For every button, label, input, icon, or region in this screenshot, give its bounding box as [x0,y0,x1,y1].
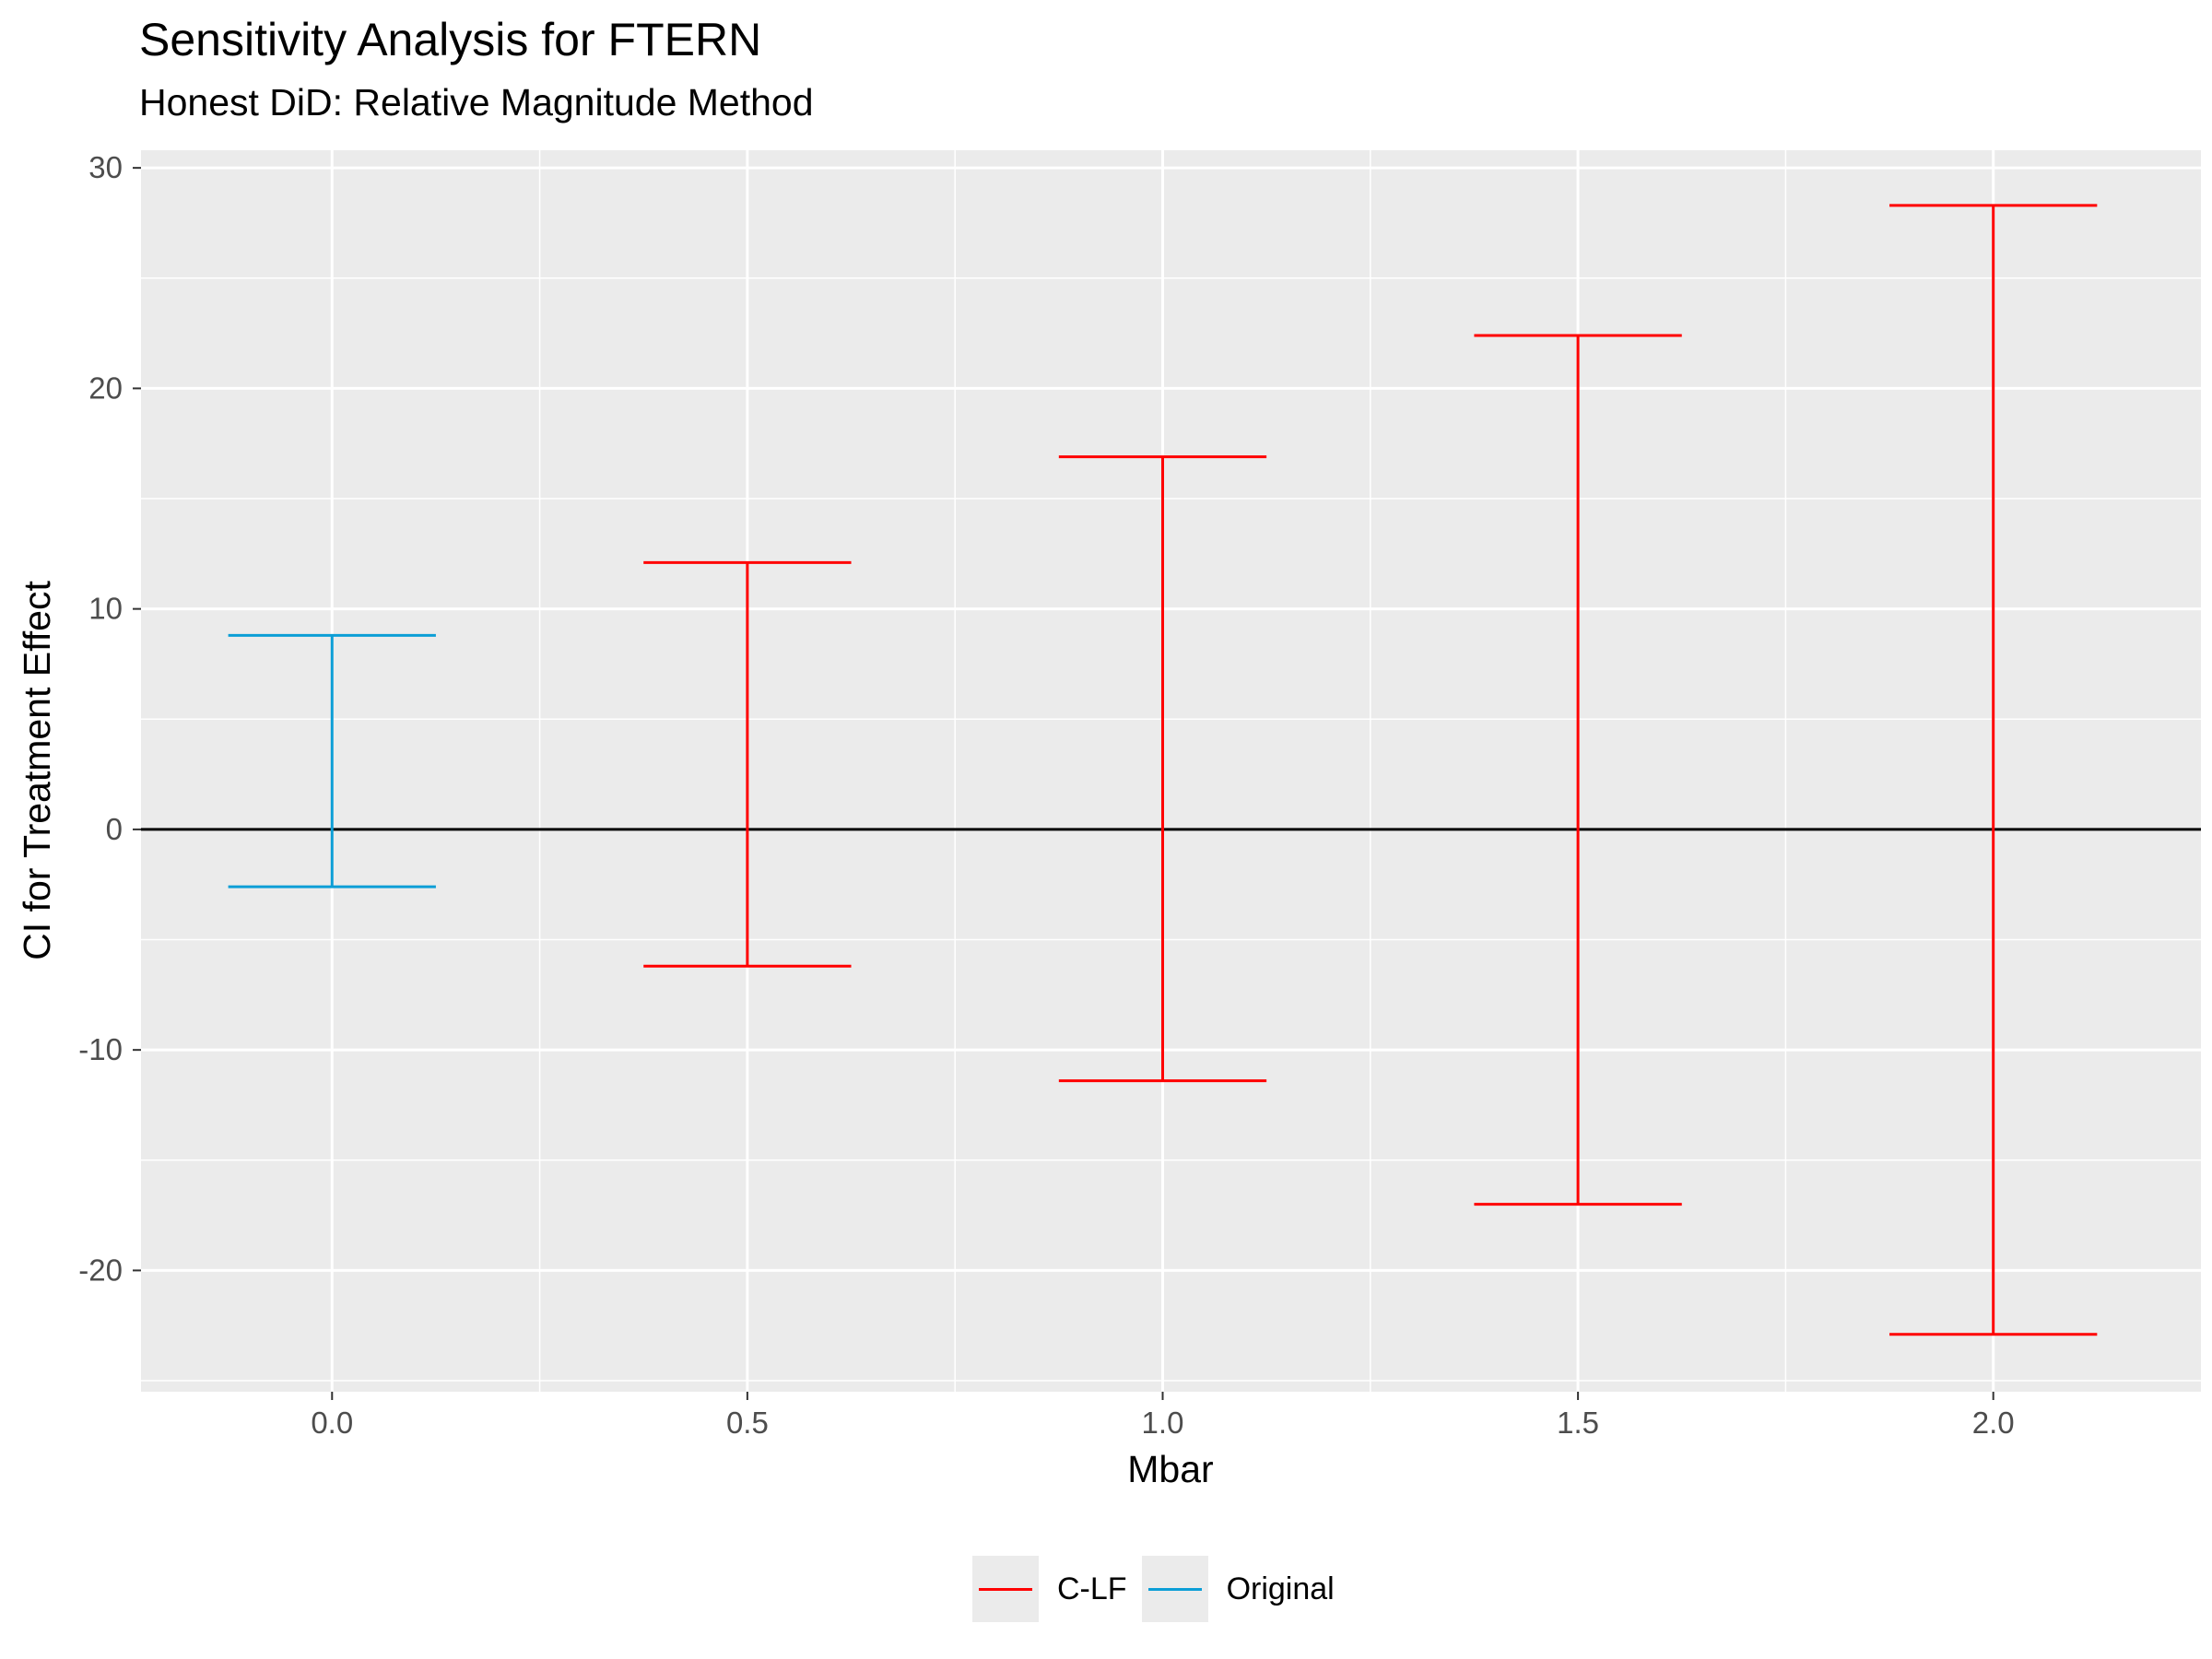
y-tick-label: 0 [106,812,123,846]
legend-swatch-original [1147,1588,1202,1591]
x-tick-label: 1.0 [1142,1406,1184,1440]
legend-label-clf: C-LF [1057,1571,1127,1606]
errorbar-c-lf [1474,334,1682,1206]
error-bars [228,204,2098,1336]
legend-item-original: Original [1141,1556,1335,1622]
legend-key-clf [972,1556,1039,1622]
legend-item-clf: C-LF [972,1556,1127,1622]
errorbar-c-lf [1889,204,2098,1336]
minor-gridlines [141,150,2201,1392]
y-tick-label: -10 [78,1032,123,1066]
y-axis-label: CI for Treatment Effect [16,581,58,960]
chart-subtitle: Honest DiD: Relative Magnitude Method [139,81,814,124]
x-tick-label: 0.5 [726,1406,769,1440]
y-tick-label: 30 [88,150,123,184]
legend-swatch-clf [979,1588,1032,1591]
chart-title: Sensitivity Analysis for FTERN [139,14,762,65]
errorbar-c-lf [643,560,852,968]
y-tick-label: -20 [78,1253,123,1287]
legend-label-original: Original [1226,1571,1335,1606]
errorbar-c-lf [1058,455,1267,1083]
plot-panel [141,150,2201,1392]
x-axis: 0.0 0.5 1.0 1.5 2.0 [311,1392,2015,1440]
legend-key-original [1141,1556,1208,1622]
y-axis: 30 20 10 0 -10 -20 [78,150,141,1287]
x-axis-label: Mbar [1127,1448,1213,1490]
y-tick-label: 20 [88,371,123,405]
x-tick-label: 2.0 [1972,1406,2015,1440]
errorbar-original [228,633,436,888]
legend: C-LF Original [972,1556,1349,1622]
x-tick-label: 1.5 [1557,1406,1599,1440]
x-tick-label: 0.0 [311,1406,353,1440]
y-tick-label: 10 [88,592,123,626]
